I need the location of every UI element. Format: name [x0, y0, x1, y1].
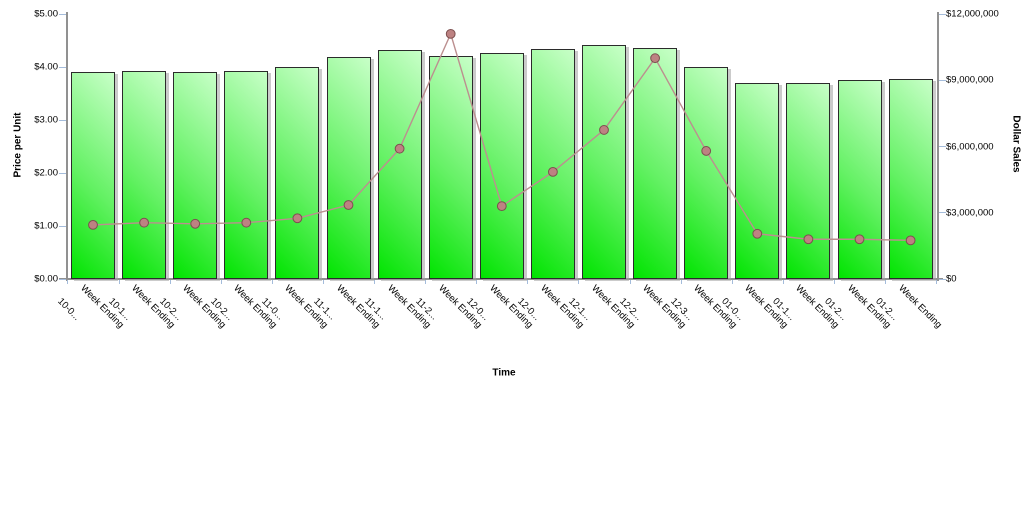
bar-price-per-unit	[428, 56, 473, 279]
bar-price-per-unit	[786, 82, 831, 279]
x-axis-title: Time	[492, 367, 516, 379]
bar-price-per-unit	[530, 48, 575, 279]
x-axis-tick-mark	[67, 280, 69, 284]
x-axis-tick-mark	[629, 280, 631, 284]
x-axis-tick-mark	[374, 280, 376, 284]
x-axis-tick-mark	[936, 280, 938, 284]
y-axis-right-tick-label: $12,000,000	[946, 8, 999, 20]
y-axis-left-tick-label: $5.00	[34, 8, 58, 20]
bar-price-per-unit	[479, 52, 524, 279]
x-axis-tick-mark	[782, 280, 784, 284]
bar-price-per-unit	[122, 71, 167, 279]
data-point	[445, 28, 456, 39]
plot-area: $0.00 $1.00 $2.00 $3.00 $4.00 $5.00 $0 $3,000,0…	[34, 8, 999, 331]
x-axis-tick-mark	[476, 280, 478, 284]
x-axis-tick-mark	[578, 280, 580, 284]
y-axis-right-tick-mark	[939, 212, 946, 214]
bar-price-per-unit	[377, 50, 422, 279]
bar-price-per-unit	[582, 44, 626, 279]
y-axis-left-line	[66, 12, 68, 281]
x-axis-tick-mark	[169, 280, 171, 284]
bar-price-per-unit	[684, 67, 729, 279]
y-axis-right-tick-mark	[939, 278, 946, 280]
x-axis-tick-mark	[885, 280, 887, 284]
x-axis-tick-mark	[220, 280, 222, 284]
y-axis-right-line	[937, 12, 939, 281]
y-axis-right-tick-mark	[939, 146, 946, 147]
y-axis-left-tick-label: $4.00	[34, 61, 58, 73]
y-axis-right-tick-label: $3,000,000	[946, 207, 994, 219]
y-axis-right-tick-label: $9,000,000	[946, 74, 994, 86]
y-axis-left-tick-label: $0.00	[34, 273, 58, 285]
x-axis-tick-mark	[680, 280, 682, 284]
x-axis-tick-mark	[731, 280, 733, 284]
x-axis-tick-mark	[271, 280, 273, 284]
y-axis-left-tick-mark	[59, 13, 66, 15]
bar-price-per-unit	[173, 72, 218, 279]
bar-price-per-unit	[275, 67, 320, 279]
bar-price-per-unit	[837, 80, 882, 279]
y-axis-left-tick-label: $2.00	[34, 167, 58, 179]
y-axis-left-tick-mark	[59, 66, 66, 68]
y-axis-left-tick-mark	[59, 225, 66, 227]
x-axis-tick-mark	[425, 280, 427, 284]
y-axis-right-tick-mark	[939, 13, 946, 15]
y-axis-left-tick-mark	[59, 119, 66, 121]
y-axis-left-tick-mark	[59, 172, 66, 174]
bar-price-per-unit	[71, 72, 115, 279]
y-axis-left-tick-label: $3.00	[34, 114, 58, 126]
x-axis-tick-mark	[527, 280, 529, 284]
bar-price-per-unit	[633, 48, 678, 279]
y-axis-right-tick-label: $0	[946, 273, 957, 285]
y-axis-left-tick-mark	[59, 278, 66, 280]
x-axis-tick-mark	[833, 280, 835, 284]
x-axis-tick-mark	[118, 280, 120, 284]
x-axis-tick-mark	[322, 280, 324, 284]
bar-price-per-unit	[224, 70, 269, 279]
x-axis-line	[59, 278, 943, 280]
y-axis-right-tick-mark	[939, 79, 946, 81]
bar-price-per-unit	[735, 82, 780, 279]
bar-price-per-unit	[888, 78, 933, 279]
category-label-week-ending: Week Ending	[895, 283, 944, 331]
y-axis-left-tick-label: $1.00	[34, 220, 58, 232]
category-label-date: 10-0...	[55, 296, 83, 323]
y-axis-right-tick-label: $6,000,000	[946, 141, 994, 152]
bar-price-per-unit	[326, 57, 371, 279]
